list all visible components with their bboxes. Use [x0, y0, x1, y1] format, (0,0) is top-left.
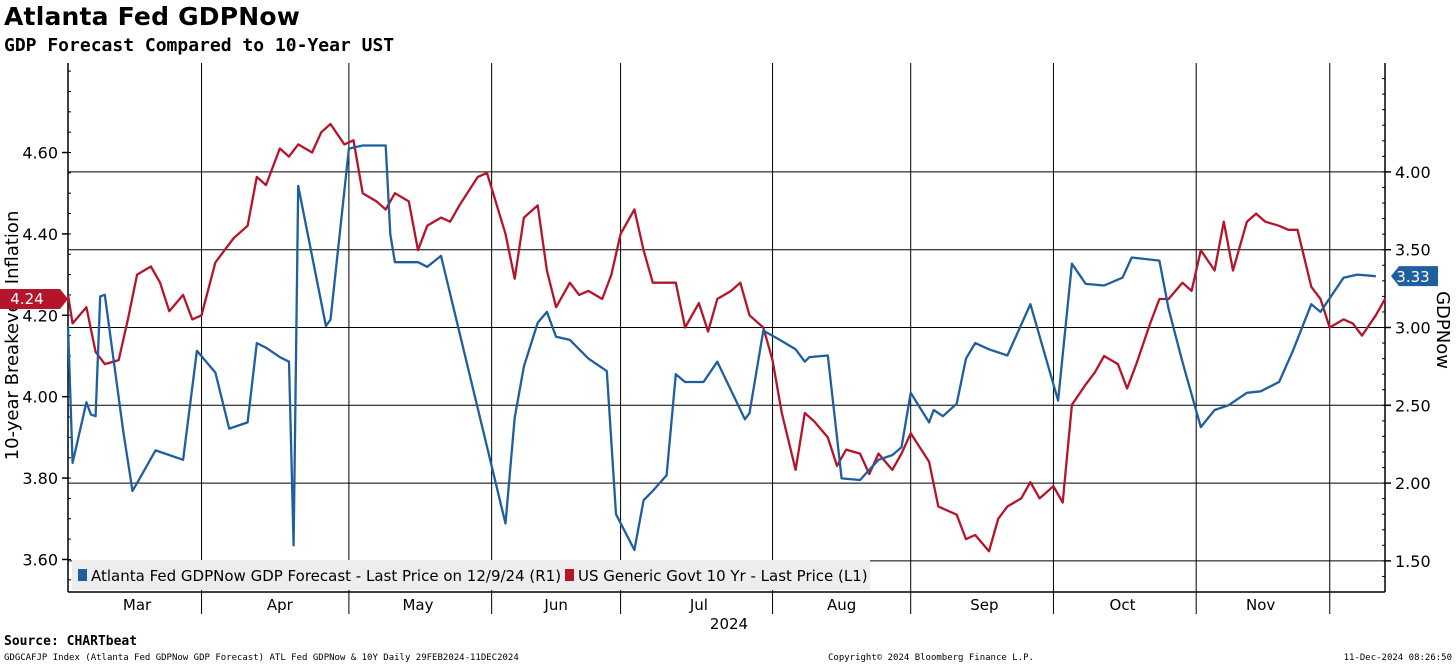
x-tick-label: May: [402, 596, 433, 614]
left-tick-label: 4.40: [22, 225, 58, 244]
treasury-10y-line: [66, 122, 1387, 553]
timestamp: 11-Dec-2024 08:26:50: [1343, 653, 1452, 663]
copyright-note: Copyright© 2024 Bloomberg Finance L.P.: [828, 653, 1034, 663]
right-axis-title: GDPNow: [1432, 291, 1453, 369]
x-tick-label: Nov: [1246, 596, 1275, 614]
left-tick-label: 4.60: [22, 144, 58, 163]
right-tick-label: 3.00: [1395, 319, 1431, 338]
legend-label-treasury: US Generic Govt 10 Yr - Last Price (L1): [578, 567, 868, 585]
right-tick-label: 2.00: [1395, 474, 1431, 493]
chart-title: Atlanta Fed GDPNow: [4, 2, 301, 31]
left-last-value-tag: [0, 289, 68, 310]
x-tick-label: Jul: [689, 596, 708, 614]
left-tick-label: 4.20: [22, 306, 58, 325]
gdpnow-line: [66, 144, 1376, 552]
left-last-value-label: 4.24: [10, 290, 43, 308]
legend-swatch-treasury: [565, 569, 574, 581]
x-tick-label: Sep: [970, 596, 998, 614]
x-tick-label: Oct: [1110, 596, 1136, 614]
index-info: GDGCAFJP Index (Atlanta Fed GDPNow GDP F…: [4, 653, 519, 663]
left-tick-label: 4.00: [22, 388, 58, 407]
right-tick-label: 1.50: [1395, 552, 1431, 571]
left-axis-title: 10-year Breakeven Inflation: [2, 211, 23, 461]
legend-label-gdpnow: Atlanta Fed GDPNow GDP Forecast - Last P…: [91, 567, 561, 585]
source-note: Source: CHARTbeat: [4, 634, 138, 649]
line-chart: 3.60 3.80 4.00 4.20 4.40 4.60 1.50 2.00 2.50 3.00…: [0, 63, 1453, 633]
legend-swatch-gdpnow: [78, 569, 87, 581]
x-tick-label: Mar: [123, 596, 152, 614]
left-tick-label: 3.60: [22, 550, 58, 569]
right-tick-label: 3.50: [1395, 241, 1431, 260]
x-tick-label: Apr: [267, 596, 294, 614]
x-tick-label: Jun: [543, 596, 567, 614]
x-tick-label: Aug: [827, 596, 856, 614]
chart-subtitle: GDP Forecast Compared to 10-Year UST: [4, 35, 395, 56]
right-tick-label: 2.50: [1395, 396, 1431, 415]
legend-box: [72, 560, 870, 590]
right-last-value-tag: [1391, 266, 1438, 287]
right-tick-label: 4.00: [1395, 163, 1431, 182]
x-axis-title: 2024: [710, 615, 748, 633]
right-last-value-label: 3.33: [1396, 268, 1429, 286]
left-tick-label: 3.80: [22, 469, 58, 488]
